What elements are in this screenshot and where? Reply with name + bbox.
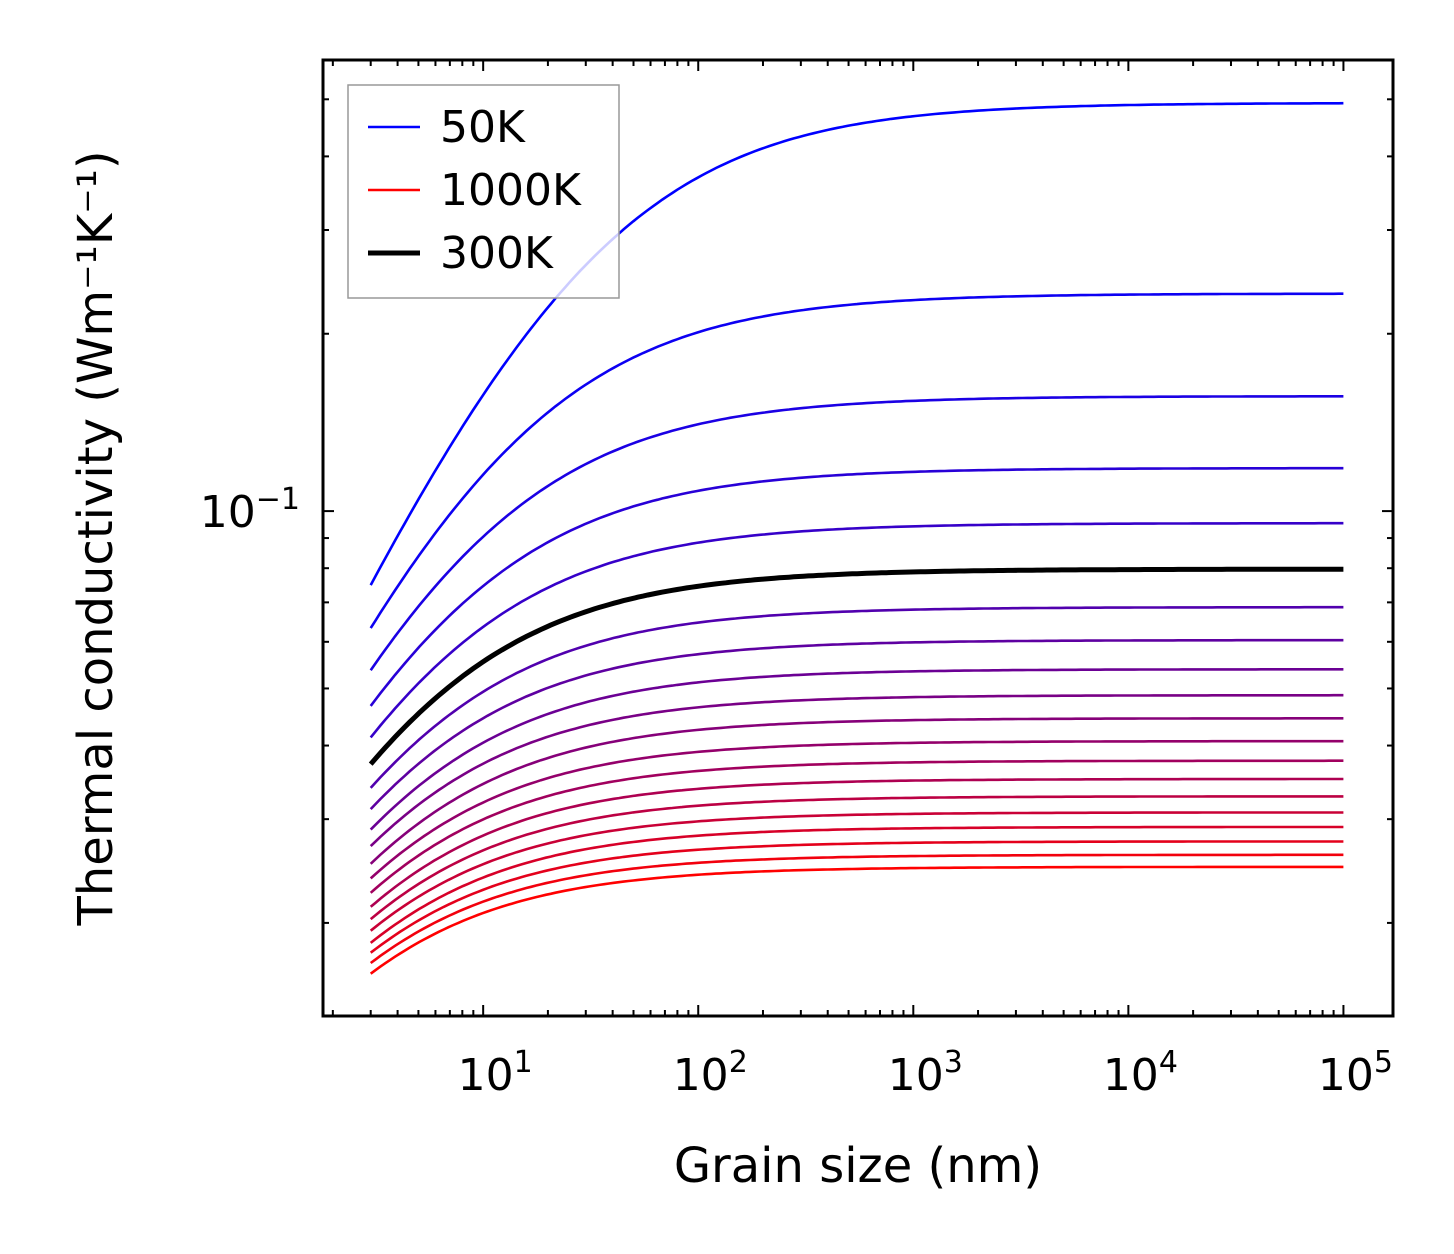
- series-line-400K: [369, 638, 1344, 811]
- series-line-700K: [369, 777, 1344, 908]
- series-line-300K: [368, 566, 1344, 766]
- legend-label: 50K: [440, 102, 526, 153]
- legend: 50K 1000K 300K: [347, 84, 620, 299]
- series-line-600K: [369, 739, 1344, 880]
- x-tick-label: 103: [888, 1045, 963, 1101]
- y-tick-label: 10−1: [200, 482, 300, 538]
- x-tick-label: 104: [1103, 1045, 1178, 1101]
- series-line-350K: [369, 605, 1344, 789]
- legend-item-1000K: 1000K: [368, 165, 582, 216]
- series-line-50K: [369, 101, 1344, 586]
- series-line-1000K: [369, 865, 1344, 975]
- series-line-450K: [369, 668, 1344, 831]
- x-tick-label: 105: [1318, 1045, 1393, 1101]
- series-line-250K: [369, 521, 1344, 739]
- curves: [368, 101, 1344, 975]
- series-line-650K: [369, 759, 1344, 894]
- series-line-950K: [369, 853, 1344, 965]
- series-line-850K: [369, 825, 1344, 944]
- series-line-900K: [369, 840, 1344, 954]
- legend-item-300K: 300K: [368, 228, 554, 279]
- legend-item-50K: 50K: [368, 102, 526, 153]
- legend-label: 300K: [440, 228, 554, 279]
- tick-labels: 101 102 103 104 105 10−1: [200, 482, 1393, 1101]
- series-line-100K: [369, 292, 1344, 629]
- x-axis-label: Grain size (nm): [674, 1138, 1042, 1194]
- series-line-150K: [369, 395, 1344, 671]
- y-axis-label: Thermal conductivity (Wm⁻¹K⁻¹): [68, 150, 124, 926]
- series-line-200K: [369, 466, 1344, 707]
- series-line-750K: [369, 795, 1344, 921]
- series-line-800K: [369, 811, 1344, 932]
- x-tick-label: 101: [458, 1045, 533, 1101]
- series-line-500K: [369, 693, 1344, 848]
- legend-box: [347, 84, 620, 299]
- series-line-550K: [369, 717, 1344, 865]
- x-tick-label: 102: [673, 1045, 748, 1101]
- plot-frame: [321, 58, 1395, 1018]
- legend-label: 1000K: [440, 165, 582, 216]
